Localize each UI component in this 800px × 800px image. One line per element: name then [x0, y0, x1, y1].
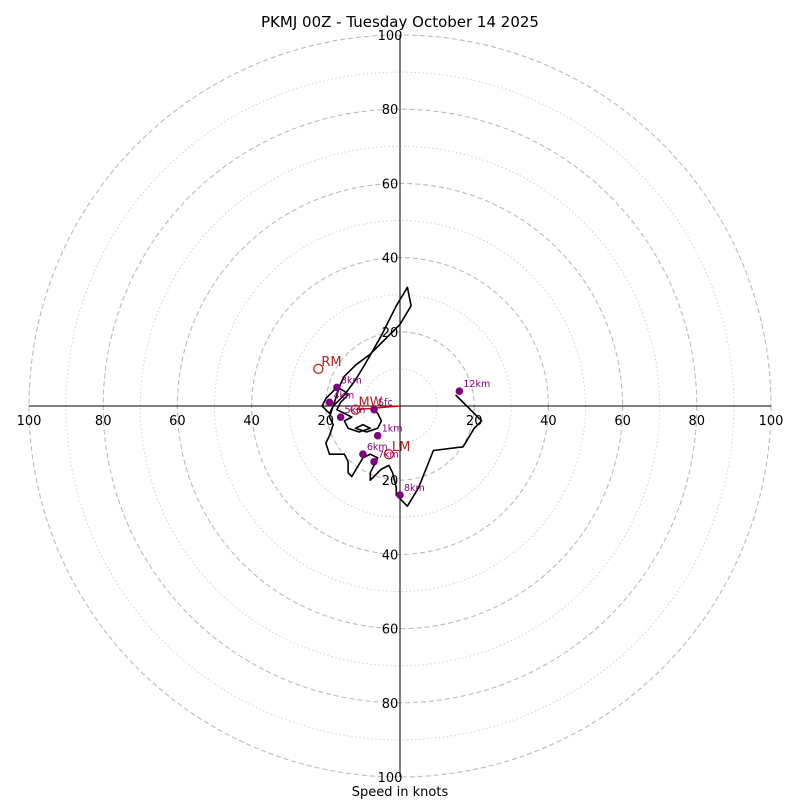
y-tick-label: 100: [378, 771, 403, 786]
x-tick-label: 80: [689, 414, 706, 429]
y-tick-label: 80: [382, 103, 399, 118]
height-marker: [373, 431, 382, 440]
storm-motion-label: RM: [321, 355, 341, 370]
height-marker: [333, 383, 341, 392]
storm-motion-marker: [350, 404, 361, 415]
y-tick-label: 40: [382, 548, 399, 563]
height-marker-label: 7km: [378, 450, 399, 461]
storm-motion-label: MW: [358, 396, 382, 411]
chart-title: PKMJ 00Z - Tuesday October 14 2025: [261, 13, 539, 31]
shear-vector: [355, 405, 401, 411]
height-marker-label: 8km: [404, 483, 425, 494]
height-marker-label: 1km: [382, 424, 403, 435]
height-marker: [325, 398, 334, 407]
y-tick-label: 80: [382, 697, 399, 712]
height-marker-label: 5km: [345, 405, 366, 416]
height-marker: [359, 450, 367, 459]
y-tick-label: 40: [382, 252, 399, 267]
x-tick-label: 60: [169, 414, 186, 429]
hodograph-trace: [321, 286, 483, 508]
storm-motion-label: LM: [392, 440, 410, 455]
x-tick-label: 40: [243, 414, 260, 429]
x-axis-label: Speed in knots: [352, 785, 449, 800]
y-tick-label: 60: [382, 623, 399, 638]
height-marker-label: 6km: [367, 442, 388, 453]
height-marker-label: Sfc: [378, 398, 393, 409]
tick-labels: 1001008080606040402020202040406060808010…: [17, 29, 784, 786]
height-marker-label: 4km: [334, 390, 355, 401]
height-marker-label: 12km: [463, 379, 490, 390]
y-tick-label: 60: [382, 177, 399, 192]
height-marker: [396, 491, 404, 499]
height-marker: [370, 405, 378, 414]
hodograph-line: [321, 286, 483, 508]
storm-motion-markers: RM LM MW: [313, 355, 410, 460]
height-marker-label: 3km: [341, 375, 362, 386]
storm-motion-marker: [383, 449, 395, 460]
height-marker: [336, 413, 345, 421]
height-marker: [455, 387, 464, 395]
x-tick-label: 60: [614, 414, 631, 429]
x-tick-label: 80: [95, 414, 112, 429]
x-tick-label: 40: [540, 414, 557, 429]
x-tick-label: 100: [759, 414, 784, 429]
x-tick-label: 100: [17, 414, 42, 429]
height-marker: [370, 457, 378, 466]
storm-motion-marker: [313, 363, 324, 375]
y-tick-label: 100: [378, 29, 403, 44]
